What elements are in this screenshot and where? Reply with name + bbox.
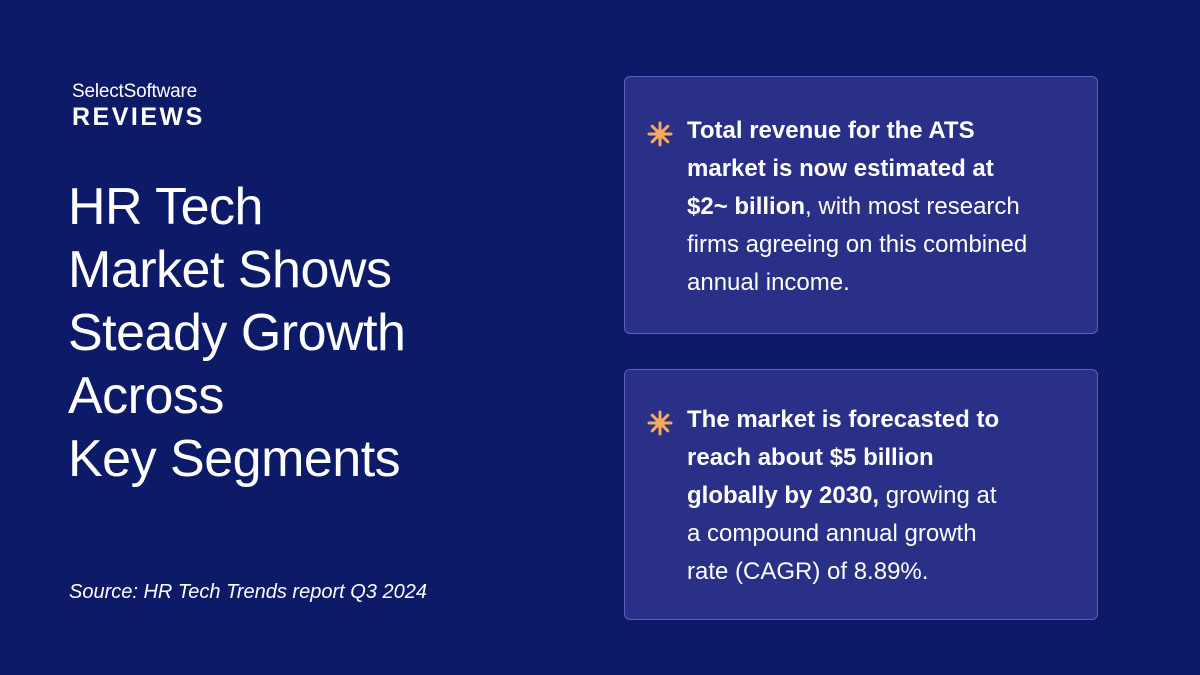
stat-card-line: rate (CAGR) of 8.89%. [687, 553, 1073, 591]
bold-text: Total revenue for the ATS [687, 117, 975, 144]
starburst-icon [647, 410, 673, 436]
normal-text: annual income. [687, 269, 850, 296]
normal-text: firms agreeing on this combined [687, 231, 1028, 258]
bold-text: globally by 2030, [687, 482, 880, 509]
brand-logo-top: SelectSoftware [72, 81, 197, 102]
normal-text: , with most research [805, 193, 1020, 220]
brand-logo: SelectSoftware REVIEWS [72, 82, 205, 130]
stat-card-line: globally by 2030, growing at [687, 477, 1073, 515]
bold-text: $2~ billion [687, 193, 806, 220]
stat-card-line: market is now estimated at [687, 150, 1073, 188]
stat-card-text: Total revenue for the ATS market is now … [687, 112, 1073, 302]
stat-card-line: firms agreeing on this combined [687, 226, 1073, 264]
bold-text: The market is forecasted to [687, 406, 1000, 433]
stat-card-forecast: The market is forecasted to reach about … [624, 369, 1098, 620]
stat-card-line: annual income. [687, 264, 1073, 302]
stat-card-line: $2~ billion, with most research [687, 188, 1073, 226]
source-citation: Source: HR Tech Trends report Q3 2024 [69, 581, 427, 603]
page-title-line: Across [68, 367, 224, 425]
bold-text: market is now estimated at [687, 155, 994, 182]
stat-card-line: Total revenue for the ATS [687, 112, 1073, 150]
page-title-line: Key Segments [68, 430, 401, 488]
normal-text: rate (CAGR) of 8.89%. [687, 558, 929, 585]
stat-card-line: reach about $5 billion [687, 439, 1073, 477]
stat-card-line: The market is forecasted to [687, 401, 1073, 439]
stat-card-line: a compound annual growth [687, 515, 1073, 553]
stat-card-revenue: Total revenue for the ATS market is now … [624, 76, 1098, 334]
stat-card-text: The market is forecasted to reach about … [687, 401, 1073, 591]
page-title-line: Market Shows [68, 241, 392, 299]
starburst-icon [647, 121, 673, 147]
normal-text: a compound annual growth [687, 520, 977, 547]
brand-logo-bottom: REVIEWS [72, 103, 205, 131]
page-title-line: Steady Growth [68, 304, 406, 362]
page-title: HR Tech Market Shows Steady Growth Acros… [68, 176, 538, 491]
normal-text: growing at [879, 482, 997, 509]
page-title-line: HR Tech [68, 178, 263, 236]
bold-text: reach about $5 billion [687, 444, 934, 471]
